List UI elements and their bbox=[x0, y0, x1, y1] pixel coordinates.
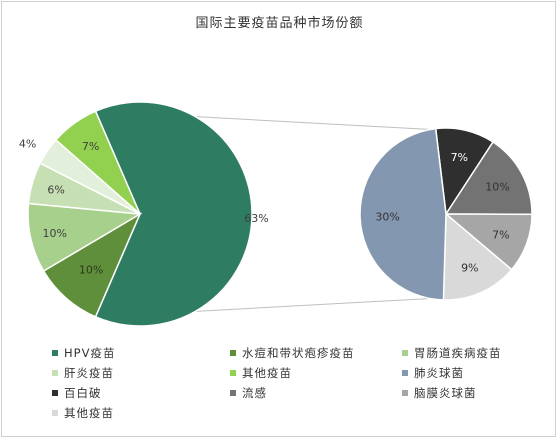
secondary-pie-slice-2 bbox=[444, 140, 533, 216]
main-pie-label-6: 7% bbox=[82, 140, 99, 153]
main-pie-slice-6 bbox=[54, 110, 141, 215]
secondary-pie-label-4: 9% bbox=[461, 261, 478, 274]
main-pie-label-2: 10% bbox=[79, 263, 103, 276]
chart-title: 国际主要疫苗品种市场份额 bbox=[195, 16, 364, 31]
main-pie-label-1: 63% bbox=[244, 212, 268, 225]
secondary-pie-label-3: 7% bbox=[492, 228, 509, 241]
main-pie-label-4: 6% bbox=[47, 184, 64, 197]
main-pie-label-3: 10% bbox=[42, 227, 66, 240]
secondary-pie-slice-4 bbox=[442, 212, 513, 301]
secondary-pie-label-5: 30% bbox=[375, 211, 399, 224]
secondary-pie-label-2: 10% bbox=[485, 180, 509, 193]
secondary-pie-label-1: 7% bbox=[451, 151, 468, 164]
secondary-pie-slice-5 bbox=[359, 127, 447, 301]
main-pie-label-5: 4% bbox=[19, 138, 36, 151]
main-pie-slice-1 bbox=[94, 101, 253, 327]
